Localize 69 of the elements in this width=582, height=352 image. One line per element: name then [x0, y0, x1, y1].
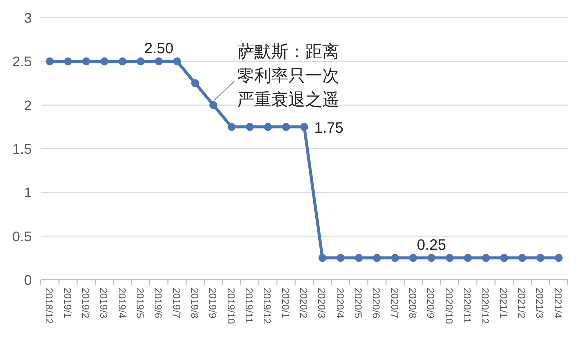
x-tick-label: 2019/4: [116, 288, 127, 320]
point: [100, 58, 109, 66]
x-tick-label: 2020/2: [298, 288, 308, 320]
point: [64, 58, 72, 66]
x-tick-label: 2021/4: [552, 288, 563, 320]
y-tick-label: 2: [24, 97, 32, 114]
point: [482, 254, 490, 262]
point: [300, 123, 308, 132]
point: [191, 80, 200, 88]
x-tick-label: 2019/6: [152, 288, 164, 320]
x-tick-label: 2019/9: [206, 288, 218, 320]
x-tick-label: 2020/5: [352, 288, 364, 320]
point: [246, 123, 254, 132]
x-tick-label: 2019/7: [170, 288, 182, 320]
point: [118, 58, 127, 66]
data-label: 2.50: [144, 40, 174, 58]
x-tick-label: 2019/11: [242, 288, 254, 324]
data-label: 1.75: [314, 120, 344, 138]
point: [554, 254, 563, 262]
y-tick-label: 0.5: [12, 228, 32, 244]
point: [336, 254, 345, 262]
point: [355, 254, 364, 262]
point: [391, 254, 400, 262]
point: [82, 58, 90, 66]
x-tick-label: 2020/1: [279, 288, 290, 320]
point: [228, 123, 236, 132]
x-tick-label: 2020/11: [461, 288, 472, 324]
x-tick-label: 2019/2: [79, 288, 90, 320]
point: [210, 101, 218, 110]
y-tick-label: 1.5: [12, 141, 32, 157]
x-tick-label: 2020/9: [424, 288, 436, 320]
y-tick-label: 2.5: [12, 54, 32, 70]
x-tick-label: 2021/3: [534, 288, 545, 320]
point: [136, 58, 145, 66]
x-tick-label: 2019/5: [134, 288, 145, 320]
point: [318, 254, 327, 262]
point: [428, 254, 436, 262]
point: [446, 254, 454, 262]
y-tick-label: 1: [24, 184, 32, 201]
x-tick-label: 2020/10: [442, 288, 454, 325]
point: [500, 254, 508, 262]
point: [373, 254, 382, 262]
x-tick-label: 2020/12: [479, 288, 490, 325]
point: [518, 254, 527, 262]
point: [282, 123, 290, 132]
x-tick-label: 2021/1: [497, 288, 508, 320]
x-tick-label: 2020/4: [334, 288, 345, 320]
x-tick-label: 2020/3: [316, 288, 327, 320]
x-tick-label: 2019/8: [188, 288, 200, 320]
annotation: 萨默斯：距离零利率只一次严重衰退之遥: [238, 42, 340, 110]
x-tick-label: 2018/12: [43, 288, 54, 325]
x-tick-label: 2019/3: [98, 288, 109, 320]
y-tick-label: 0: [24, 272, 32, 288]
x-tick-label: 2020/6: [370, 288, 382, 320]
y-tick-label: 3: [24, 10, 32, 26]
x-tick-label: 2021/2: [516, 288, 527, 320]
point: [410, 254, 418, 262]
point: [155, 58, 164, 66]
x-tick-label: 2019/1: [61, 288, 72, 320]
x-tick-label: 2019/12: [261, 288, 272, 325]
x-tick-label: 2020/7: [388, 288, 400, 320]
x-tick-label: 2019/10: [224, 288, 236, 325]
point: [46, 58, 54, 66]
point: [173, 58, 182, 66]
point: [536, 254, 545, 262]
data-label: 0.25: [417, 237, 446, 254]
x-tick-label: 2020/8: [406, 288, 418, 320]
point: [264, 123, 272, 132]
point: [464, 254, 472, 262]
